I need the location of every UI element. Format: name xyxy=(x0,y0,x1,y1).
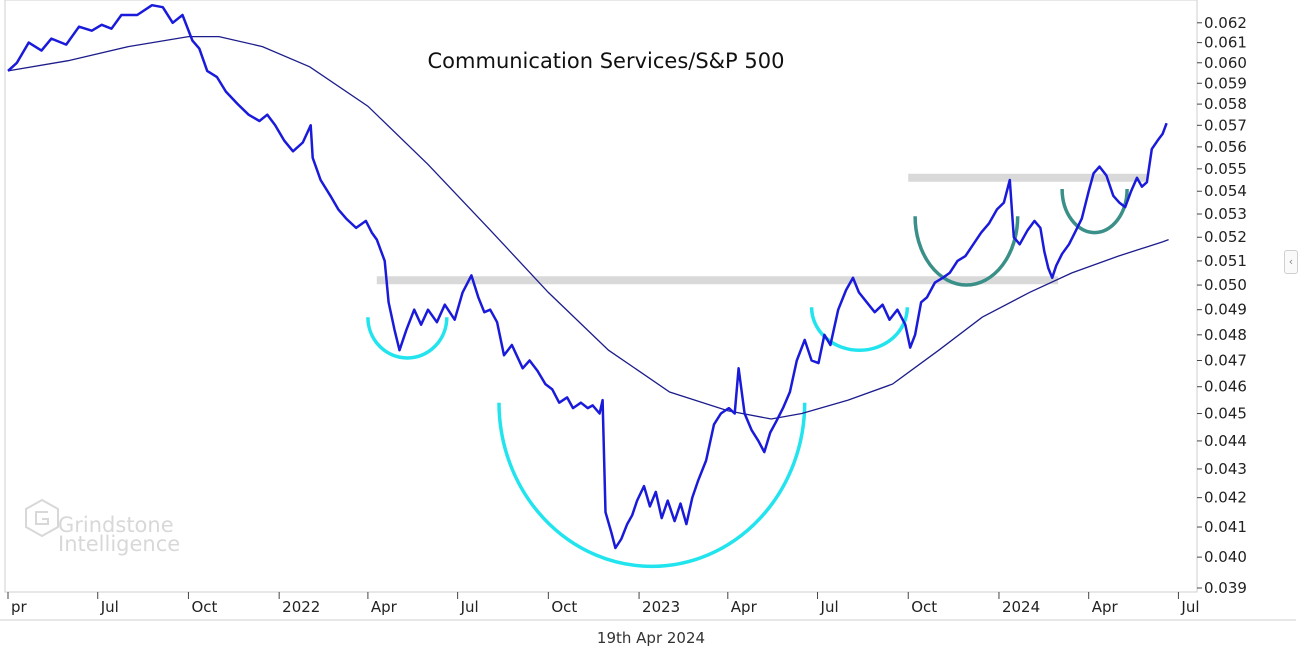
x-tick-label: Apr xyxy=(1092,598,1119,616)
x-tick-label: Oct xyxy=(911,598,937,616)
y-tick-label: 0.059 xyxy=(1204,74,1247,92)
x-tick-label: Jul xyxy=(820,598,839,616)
y-tick-label: 0.047 xyxy=(1204,352,1247,370)
hexagon-logo-icon xyxy=(25,498,59,538)
y-tick-label: 0.060 xyxy=(1204,54,1247,72)
watermark-word-1: Grindstone xyxy=(58,513,174,537)
y-tick-label: 0.058 xyxy=(1204,95,1247,113)
x-tick-label: 2022 xyxy=(282,598,320,616)
series-layer xyxy=(7,3,1169,550)
y-tick-label: 0.045 xyxy=(1204,405,1247,423)
y-tick-label: 0.062 xyxy=(1204,14,1247,32)
y-tick-label: 0.050 xyxy=(1204,276,1247,294)
x-tick-label: Jul xyxy=(460,598,479,616)
x-tick-label: Jul xyxy=(100,598,119,616)
y-tick-label: 0.056 xyxy=(1204,138,1247,156)
x-tick-label: Oct xyxy=(551,598,577,616)
cup-arc xyxy=(913,216,1020,287)
y-tick-label: 0.046 xyxy=(1204,378,1247,396)
y-tick-label: 0.052 xyxy=(1204,228,1247,246)
cup-arc xyxy=(366,317,449,360)
annotation-layer xyxy=(366,173,1148,569)
x-axis: pr Jul Oct 2022 Apr Jul Oct 2023 Apr Jul Oct 2024 Ap… xyxy=(7,592,1200,616)
cup-arc xyxy=(497,402,807,569)
x-tick-label: 2023 xyxy=(642,598,680,616)
y-tick-label: 0.049 xyxy=(1204,301,1247,319)
x-tick-label: Apr xyxy=(371,598,398,616)
y-tick-label: 0.043 xyxy=(1204,460,1247,478)
plot-border xyxy=(4,0,1198,593)
y-tick-label: 0.041 xyxy=(1204,518,1247,536)
ratio-price-line xyxy=(7,3,1168,550)
y-tick-label: 0.061 xyxy=(1204,34,1247,52)
y-tick-label: 0.054 xyxy=(1204,182,1247,200)
y-tick-label: 0.055 xyxy=(1204,160,1247,178)
y-tick-label: 0.051 xyxy=(1204,252,1247,270)
x-tick-label: Oct xyxy=(191,598,217,616)
y-tick-label: 0.039 xyxy=(1204,579,1247,597)
chart-title: Communication Services/S&P 500 xyxy=(428,49,785,73)
cup-arc xyxy=(1060,188,1129,235)
moving-average-line xyxy=(7,35,1169,420)
date-label: 19th Apr 2024 xyxy=(597,629,705,647)
x-tick-label: 2024 xyxy=(1002,598,1040,616)
y-tick-label: 0.042 xyxy=(1204,489,1247,507)
x-tick-label: Jul xyxy=(1180,598,1199,616)
y-tick-label: 0.057 xyxy=(1204,116,1247,134)
x-tick-label: Apr xyxy=(731,598,758,616)
y-tick-label: 0.053 xyxy=(1204,205,1247,223)
y-tick-label: 0.040 xyxy=(1204,548,1247,566)
cup-arc xyxy=(809,307,910,352)
x-tick-label: pr xyxy=(11,598,28,616)
scroll-handle-chevron-left-icon[interactable]: ‹ xyxy=(1284,250,1298,274)
y-tick-label: 0.044 xyxy=(1204,432,1247,450)
watermark-word-2: Intelligence xyxy=(58,532,180,556)
plot-frame xyxy=(0,0,1296,621)
y-tick-label: 0.048 xyxy=(1204,326,1247,344)
y-axis: 0.062 0.061 0.060 0.059 0.058 0.057 0.056 0.055… xyxy=(1196,0,1247,597)
g-logo-icon xyxy=(35,511,49,525)
